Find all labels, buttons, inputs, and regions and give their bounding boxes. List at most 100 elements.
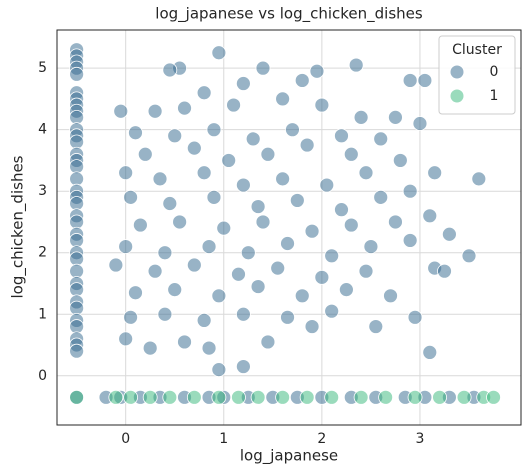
point bbox=[324, 303, 340, 319]
point bbox=[123, 389, 138, 405]
point bbox=[402, 233, 418, 248]
point bbox=[334, 202, 349, 218]
legend-title: Cluster bbox=[452, 42, 502, 58]
point bbox=[142, 340, 158, 356]
point bbox=[373, 189, 389, 205]
point bbox=[177, 100, 192, 116]
point bbox=[206, 189, 222, 205]
legend-marker bbox=[449, 88, 465, 104]
point bbox=[186, 257, 202, 273]
point bbox=[235, 76, 251, 91]
point bbox=[304, 319, 320, 334]
point bbox=[118, 239, 134, 254]
y-tick-label: 0 bbox=[38, 368, 47, 384]
legend-marker bbox=[449, 64, 465, 80]
point bbox=[353, 389, 369, 405]
point bbox=[172, 214, 188, 230]
point bbox=[432, 389, 447, 405]
point bbox=[343, 217, 359, 233]
point bbox=[211, 389, 227, 405]
series bbox=[69, 389, 501, 405]
point bbox=[69, 343, 85, 359]
point bbox=[69, 214, 85, 230]
point bbox=[422, 208, 438, 224]
point bbox=[147, 263, 163, 279]
point bbox=[157, 245, 173, 261]
point bbox=[437, 263, 452, 279]
point bbox=[255, 60, 271, 76]
point bbox=[402, 73, 418, 88]
point bbox=[177, 334, 192, 350]
legend-label: 1 bbox=[490, 88, 499, 104]
x-tick-label: 2 bbox=[317, 431, 326, 447]
point bbox=[275, 171, 291, 187]
point bbox=[461, 248, 477, 264]
point bbox=[250, 389, 266, 405]
point bbox=[250, 199, 266, 214]
y-tick-label: 4 bbox=[38, 122, 47, 138]
point bbox=[69, 319, 85, 334]
point bbox=[456, 389, 472, 405]
point bbox=[280, 309, 295, 325]
legend-label: 0 bbox=[490, 64, 499, 80]
point bbox=[196, 85, 212, 101]
point bbox=[319, 177, 335, 193]
point bbox=[422, 344, 438, 360]
point bbox=[338, 282, 354, 298]
point bbox=[388, 214, 403, 230]
point bbox=[353, 109, 369, 125]
point bbox=[235, 359, 251, 374]
point bbox=[294, 73, 310, 88]
point bbox=[113, 103, 129, 119]
point bbox=[128, 285, 143, 301]
point bbox=[201, 340, 217, 356]
point bbox=[392, 153, 408, 168]
point bbox=[299, 389, 315, 405]
point bbox=[388, 109, 403, 125]
x-axis-label: log_japanese bbox=[240, 447, 338, 466]
point bbox=[69, 251, 85, 267]
point bbox=[167, 128, 183, 144]
point bbox=[118, 165, 134, 181]
y-tick-label: 2 bbox=[38, 245, 47, 261]
point bbox=[201, 239, 217, 254]
point bbox=[231, 389, 246, 405]
point bbox=[206, 122, 222, 138]
point bbox=[324, 248, 340, 264]
point bbox=[294, 288, 310, 304]
point bbox=[275, 91, 291, 107]
point bbox=[128, 125, 143, 141]
point bbox=[245, 131, 261, 147]
point bbox=[255, 214, 271, 230]
x-tick-label: 0 bbox=[121, 431, 130, 447]
point bbox=[69, 263, 85, 279]
point bbox=[285, 122, 300, 138]
point bbox=[162, 196, 178, 211]
point bbox=[69, 109, 85, 125]
point bbox=[118, 331, 134, 347]
point bbox=[299, 137, 315, 153]
point bbox=[417, 73, 433, 88]
point bbox=[407, 389, 423, 405]
point bbox=[69, 159, 85, 174]
point bbox=[240, 245, 256, 261]
point bbox=[69, 66, 85, 82]
point bbox=[270, 260, 286, 276]
point bbox=[196, 313, 212, 328]
point bbox=[314, 269, 330, 285]
point bbox=[314, 97, 330, 113]
point bbox=[69, 233, 85, 248]
point bbox=[69, 196, 85, 211]
point bbox=[167, 282, 183, 298]
point bbox=[196, 165, 212, 181]
point bbox=[358, 165, 374, 181]
y-tick-label: 5 bbox=[38, 60, 47, 76]
point bbox=[69, 171, 85, 187]
point bbox=[309, 63, 325, 79]
point bbox=[383, 288, 398, 304]
point bbox=[211, 45, 227, 61]
point bbox=[363, 239, 379, 254]
point bbox=[137, 146, 153, 162]
point bbox=[132, 217, 148, 233]
